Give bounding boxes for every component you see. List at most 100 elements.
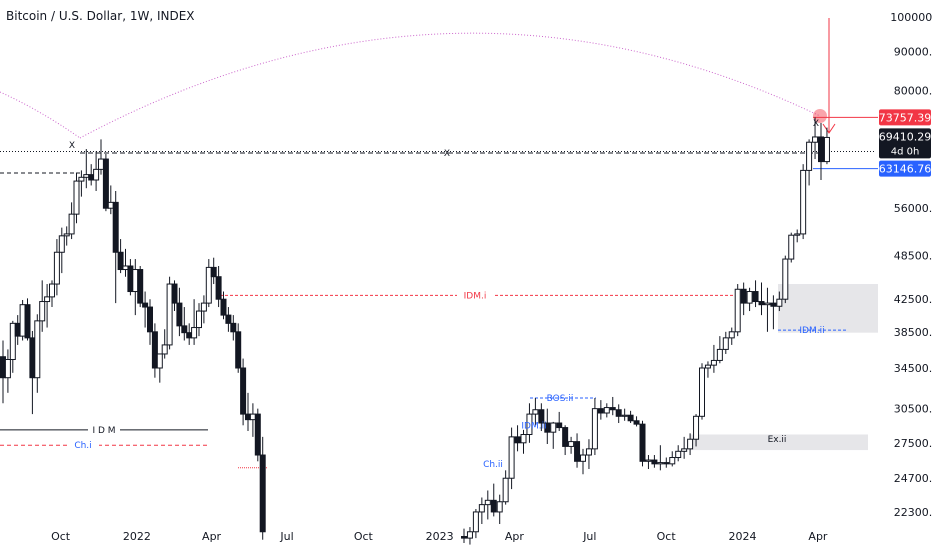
candle-body <box>758 301 765 306</box>
candle-body <box>466 531 473 539</box>
y-tick-label: 80000.00 <box>894 85 932 98</box>
candle-body <box>544 422 551 433</box>
candle-body <box>142 302 149 308</box>
x-tick-label: Oct <box>657 530 677 543</box>
candle-body <box>693 415 700 440</box>
candle-body <box>722 337 729 350</box>
candle-body <box>58 235 65 253</box>
y-tick-label: 27500.00 <box>894 437 932 450</box>
candle-body <box>259 454 266 533</box>
candle-body <box>44 296 51 303</box>
candle-body <box>112 201 119 253</box>
low-price-label-bg <box>879 160 931 177</box>
candle-body <box>812 136 819 143</box>
candle-body <box>496 501 503 513</box>
candle-body <box>176 302 183 327</box>
candle-body <box>663 462 670 465</box>
candle-body <box>137 269 144 304</box>
candle-body <box>740 288 747 304</box>
candle-body <box>520 434 527 444</box>
arc-main <box>79 32 821 139</box>
y-tick-label: 90000.00 <box>894 46 932 59</box>
candle-body <box>68 213 75 235</box>
arc-left <box>0 91 81 139</box>
candle-body <box>710 359 717 366</box>
last-price-label: 69410.29 <box>879 130 932 143</box>
high-price-label-bg <box>879 109 931 126</box>
annotation-label: BOS.ii <box>547 394 574 404</box>
candle-body <box>591 408 598 450</box>
candle-body <box>675 450 682 459</box>
candle-body <box>9 322 16 361</box>
candle-body <box>122 265 129 271</box>
candle-body <box>532 409 539 415</box>
peak-marker <box>813 109 827 123</box>
low-price-label: 63146.76 <box>879 163 932 176</box>
candle-body <box>215 276 222 300</box>
price-labels: 73757.39 69410.29 4d 0h 63146.76 <box>879 109 932 177</box>
annotation-label: I D M <box>92 426 115 436</box>
candle-body <box>699 367 705 417</box>
candle-body <box>191 327 198 339</box>
annotation-label: IDM.ii <box>521 421 546 431</box>
x-tick-label: 2022 <box>123 530 151 543</box>
candle-body <box>29 337 36 379</box>
candle-body <box>225 314 232 324</box>
candle-body <box>645 459 652 462</box>
candle-body <box>107 201 114 209</box>
candle-body <box>823 136 830 163</box>
candle-body <box>508 436 515 479</box>
y-tick-label: 34500.00 <box>894 362 932 375</box>
candle-body <box>580 454 586 462</box>
zone-lower <box>690 434 868 451</box>
candle-body <box>166 283 173 346</box>
y-tick-label: 24700.00 <box>894 472 932 485</box>
candle-body <box>117 251 124 271</box>
candle-body <box>73 180 80 215</box>
candle-body <box>49 283 55 298</box>
candle-body <box>752 291 759 303</box>
candle-body <box>63 233 70 237</box>
candle-body <box>639 423 646 462</box>
candle-body <box>651 459 658 465</box>
annotation-label: IDM.i <box>464 291 487 301</box>
candle-body <box>800 169 807 235</box>
candle-body <box>669 457 676 465</box>
y-tick-label: 22300.00 <box>894 506 932 519</box>
candle-body <box>597 408 604 414</box>
y-axis: 100000.00 90000.00 80000.00 56000.00 48500.0… <box>890 11 932 519</box>
candle-body <box>14 322 21 337</box>
candle-body <box>83 174 90 178</box>
y-tick-label: 56000.00 <box>894 202 932 215</box>
candle-body <box>151 331 158 369</box>
candle-body <box>249 413 256 421</box>
x-tick-label: Oct <box>51 530 71 543</box>
annotation-bg <box>67 438 99 452</box>
y-tick-label: 38500.00 <box>894 326 932 339</box>
candle-body <box>210 266 217 278</box>
zone-upper <box>778 284 878 333</box>
candle-body <box>788 234 795 260</box>
candle-body <box>196 310 202 329</box>
candle-body <box>603 407 610 414</box>
candle-body <box>550 422 557 433</box>
y-tick-label: 30500.00 <box>894 403 932 416</box>
candle-body <box>478 504 485 513</box>
annotation-bg <box>88 422 120 436</box>
candle-body <box>254 413 261 456</box>
high-price-label: 73757.39 <box>879 111 932 124</box>
candle-body <box>472 511 479 533</box>
candle-body <box>574 441 581 462</box>
candle-body <box>156 353 163 369</box>
annotations-layer: IDM.i IDM.ii BOS.ii IDM.ii Ch.ii Ex.ii I D MCh… <box>67 119 825 470</box>
x-tick-label: 2023 <box>426 530 454 543</box>
candle-body <box>490 499 497 513</box>
candle-body <box>240 367 247 415</box>
last-price-bg <box>879 128 931 159</box>
candle-body <box>627 414 634 422</box>
candle-body <box>98 158 104 170</box>
candle-body <box>132 269 139 293</box>
x-tick-label: Jul <box>582 530 596 543</box>
candle-body <box>0 356 6 379</box>
annotation-label: Ch.i <box>74 441 91 451</box>
